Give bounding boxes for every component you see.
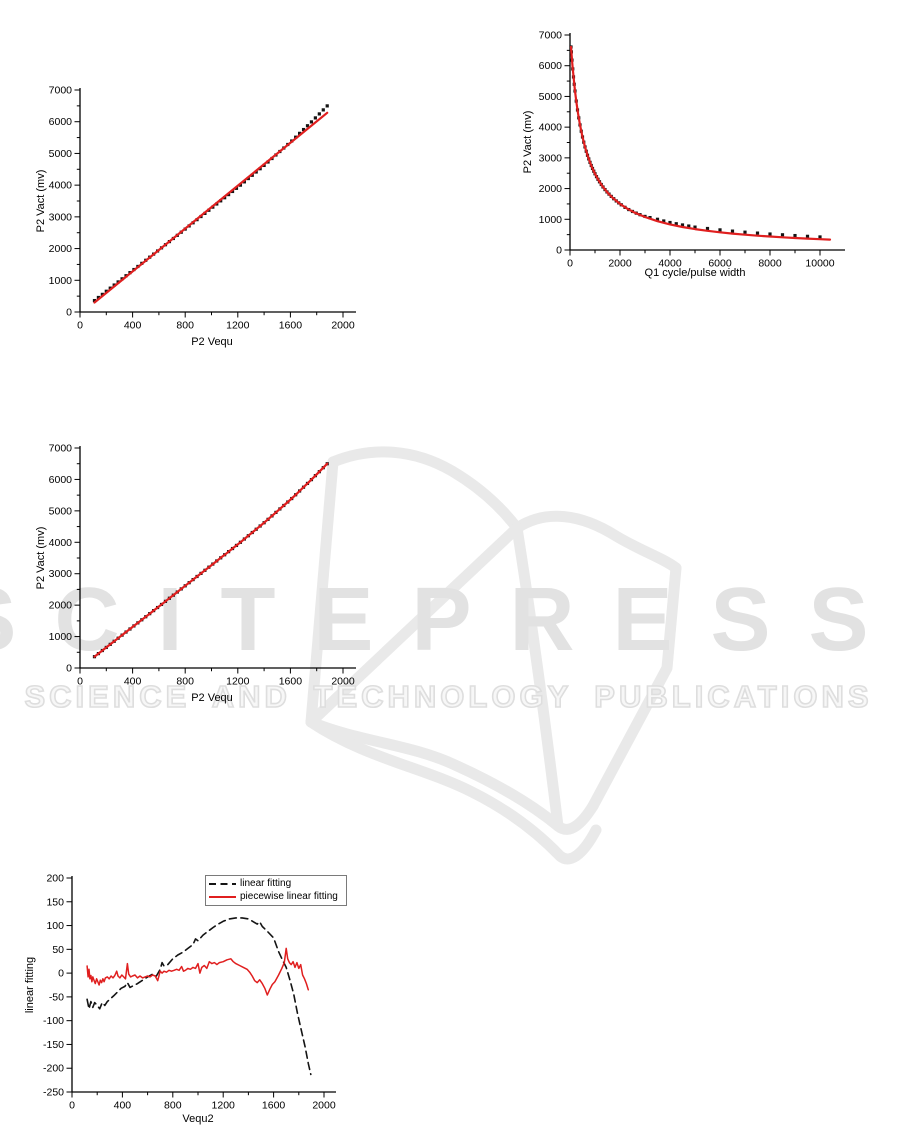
chart-p2vact-vs-p2vequ-linear-fit: 0 400 800 1200 1600 2000 0 1000 2000 3000 4000 5000…: [49, 85, 356, 332]
svg-text:4000: 4000: [539, 122, 563, 134]
chart2-y-axis-label: P2 Vact (mv): [522, 110, 534, 174]
svg-text:6000: 6000: [49, 474, 73, 486]
svg-text:800: 800: [176, 320, 194, 332]
svg-text:2000: 2000: [312, 1100, 336, 1112]
legend-label-linear-fitting: linear fitting: [240, 878, 292, 889]
chart1-y-axis-label: P2 Vact (mv): [35, 169, 47, 233]
svg-text:2000: 2000: [49, 243, 73, 255]
svg-text:0: 0: [77, 676, 83, 688]
svg-text:150: 150: [46, 896, 64, 908]
svg-text:1600: 1600: [279, 320, 303, 332]
svg-text:5000: 5000: [49, 505, 73, 517]
chart-p2vact-vs-q1-cycle: 0 2000 4000 6000 8000 10000 0 1000 2000 3000 4000 5…: [539, 30, 845, 270]
svg-text:4000: 4000: [49, 180, 73, 192]
svg-text:-200: -200: [43, 1063, 64, 1075]
svg-text:7000: 7000: [49, 443, 73, 455]
svg-text:8000: 8000: [758, 258, 782, 270]
svg-text:2000: 2000: [331, 320, 355, 332]
chart-p2vact-vs-p2vequ-piecewise-fit: 0 400 800 1200 1600 2000 0 1000 2000 3000 4000 5000…: [49, 443, 356, 688]
chart3-y-axis-label: P2 Vact (mv): [35, 526, 47, 590]
svg-text:3000: 3000: [49, 568, 73, 580]
svg-text:7000: 7000: [539, 30, 563, 42]
svg-text:50: 50: [52, 944, 64, 956]
svg-text:1200: 1200: [226, 320, 250, 332]
chart3-x-axis-label: P2 Vequ: [191, 692, 233, 704]
svg-text:800: 800: [164, 1100, 182, 1112]
svg-text:2000: 2000: [49, 600, 73, 612]
svg-text:2000: 2000: [331, 676, 355, 688]
svg-text:1600: 1600: [279, 676, 303, 688]
svg-text:0: 0: [66, 307, 72, 319]
svg-text:400: 400: [114, 1100, 132, 1112]
svg-text:-100: -100: [43, 1015, 64, 1027]
svg-text:1000: 1000: [49, 275, 73, 287]
svg-text:-250: -250: [43, 1087, 64, 1099]
svg-text:7000: 7000: [49, 85, 73, 97]
chart4-y-axis-label: linear fitting: [24, 956, 36, 1014]
svg-text:2000: 2000: [608, 258, 632, 270]
svg-text:-150: -150: [43, 1039, 64, 1051]
svg-text:200: 200: [46, 873, 64, 885]
svg-text:2000: 2000: [539, 183, 563, 195]
svg-text:1200: 1200: [226, 676, 250, 688]
svg-text:4000: 4000: [49, 537, 73, 549]
legend-row-piecewise-fitting: piecewise linear fitting: [209, 890, 343, 903]
svg-text:1600: 1600: [262, 1100, 286, 1112]
svg-text:0: 0: [567, 258, 573, 270]
svg-text:400: 400: [124, 676, 142, 688]
chart4-x-axis-label: Vequ2: [182, 1113, 214, 1125]
svg-text:4000: 4000: [658, 258, 682, 270]
svg-text:400: 400: [124, 320, 142, 332]
svg-text:-50: -50: [49, 991, 64, 1003]
svg-text:1000: 1000: [539, 214, 563, 226]
svg-text:6000: 6000: [708, 258, 732, 270]
svg-text:3000: 3000: [49, 211, 73, 223]
svg-text:0: 0: [556, 245, 562, 257]
svg-text:1200: 1200: [212, 1100, 236, 1112]
svg-text:100: 100: [46, 920, 64, 932]
legend-swatch-piecewise-fitting: [209, 895, 236, 898]
chart2-x-axis-label: Q1 cycle/pulse width: [644, 267, 746, 279]
legend-row-linear-fitting: linear fitting: [209, 877, 343, 890]
svg-text:0: 0: [77, 320, 83, 332]
legend-label-piecewise-fitting: piecewise linear fitting: [240, 891, 338, 902]
chart4-legend: linear fitting piecewise linear fitting: [205, 875, 347, 906]
legend-swatch-linear-fitting: [209, 882, 236, 885]
svg-text:0: 0: [66, 663, 72, 675]
svg-text:10000: 10000: [805, 258, 834, 270]
svg-text:1000: 1000: [49, 631, 73, 643]
svg-text:5000: 5000: [539, 91, 563, 103]
svg-text:0: 0: [69, 1100, 75, 1112]
chart-fitting-residuals: 0 400 800 1200 1600 2000 -250 -200 -150 -100 -50 0 5…: [43, 873, 336, 1112]
svg-text:5000: 5000: [49, 148, 73, 160]
svg-text:6000: 6000: [539, 60, 563, 72]
svg-text:3000: 3000: [539, 152, 563, 164]
svg-text:800: 800: [176, 676, 194, 688]
svg-text:0: 0: [58, 968, 64, 980]
svg-text:6000: 6000: [49, 116, 73, 128]
chart1-x-axis-label: P2 Vequ: [191, 336, 233, 348]
